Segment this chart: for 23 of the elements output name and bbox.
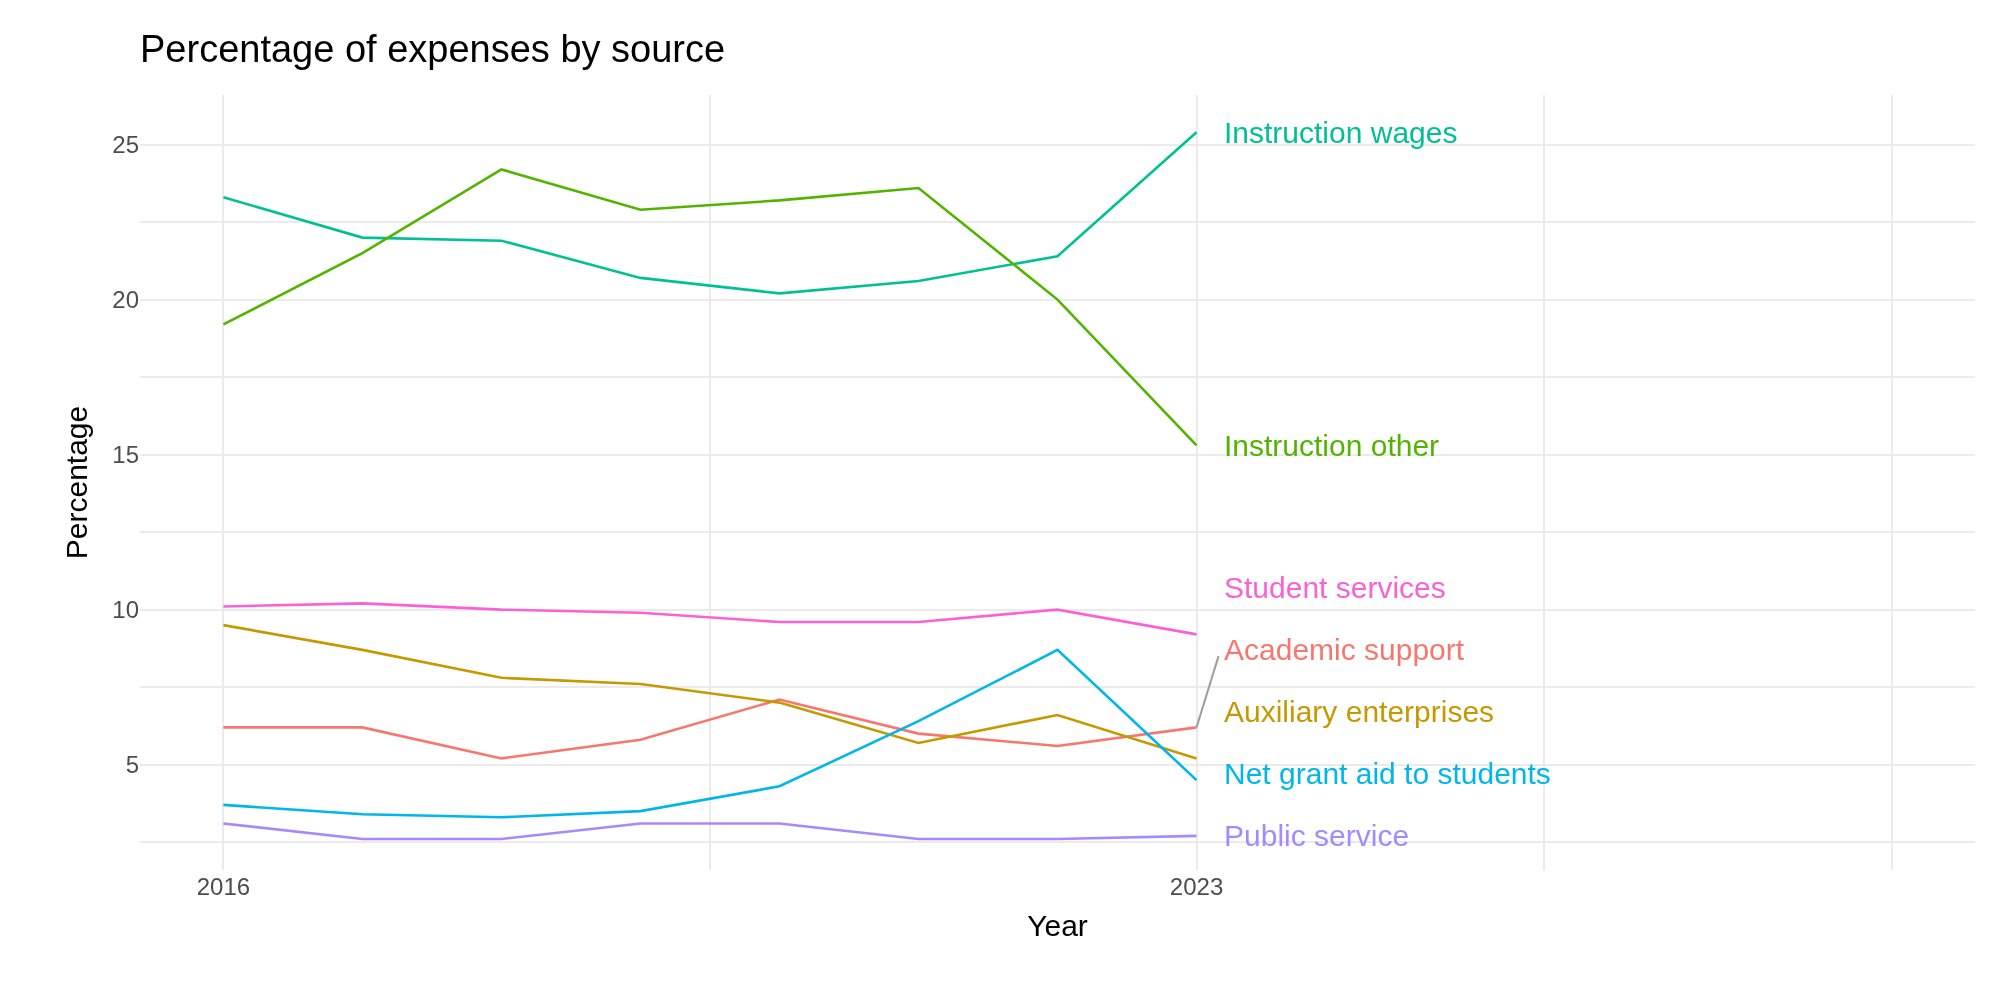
chart-title: Percentage of expenses by source [140, 27, 726, 70]
line-series [222, 623, 1198, 760]
x-axis-title: Year [1027, 908, 1088, 942]
line-series [222, 602, 1198, 636]
series-label: Instruction other [1224, 429, 1440, 462]
series-label: Instruction wages [1224, 116, 1458, 149]
series-label: Net grant aid to students [1224, 757, 1551, 790]
text: Academic support [1224, 633, 1465, 666]
series-label: Auxiliary enterprises [1224, 695, 1495, 728]
y-tick-label: 10 [112, 596, 139, 623]
line-series [222, 168, 1198, 447]
series-label: Student services [1224, 571, 1446, 604]
line-series [222, 130, 1198, 295]
y-tick-label: 5 [125, 751, 139, 778]
x-tick-label: 2023 [1169, 873, 1224, 900]
y-axis-title: Percentage [60, 405, 94, 560]
x-tick-label: 2016 [196, 873, 251, 900]
line-series [222, 648, 1198, 819]
y-tick-label: 15 [112, 441, 139, 468]
series-label: Public service [1224, 819, 1410, 852]
line-series [222, 698, 1198, 760]
y-tick-label: 20 [112, 286, 139, 313]
y-tick-label: 25 [112, 131, 139, 158]
